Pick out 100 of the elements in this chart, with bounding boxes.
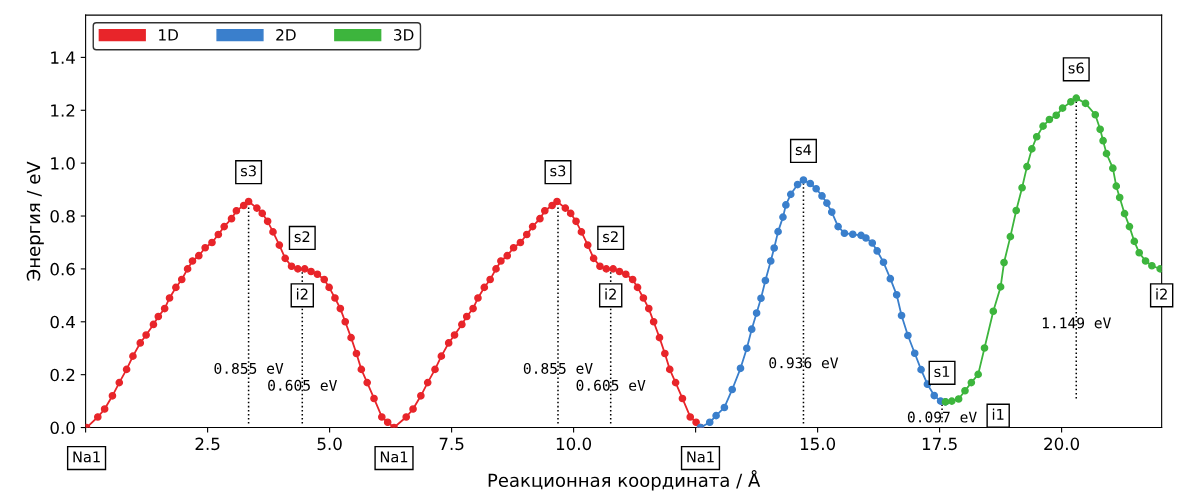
point (1072, 94, 1081, 102)
annotation: i2 (1156, 288, 1167, 300)
x-tick-label: 10.0 (556, 437, 592, 451)
point (868, 239, 877, 247)
x-axis-title: Реакционная координата / Å (488, 470, 761, 491)
point (1099, 136, 1107, 145)
point (1006, 232, 1015, 241)
point (1000, 258, 1008, 267)
point (1032, 132, 1041, 141)
point (840, 229, 849, 238)
point (1058, 104, 1067, 112)
annotation: s2 (294, 231, 310, 243)
x-tick-label: 17.5 (922, 437, 957, 451)
annotation: s3 (240, 165, 256, 177)
annotation: Na1 (687, 451, 714, 463)
y-tick-label: 1.0 (51, 157, 75, 170)
x-tick-label: 5.0 (317, 437, 342, 451)
y-tick-label: 0.8 (50, 209, 75, 223)
annotation: i2 (605, 288, 616, 300)
annotation: s6 (1068, 62, 1084, 74)
annotation: i1 (992, 408, 1004, 420)
point (996, 283, 1005, 291)
point (705, 418, 714, 427)
y-tick-label: 0.0 (50, 421, 75, 435)
point (892, 291, 901, 299)
point (917, 365, 925, 374)
point (1018, 183, 1026, 192)
x-tick-label: 7.5 (439, 437, 464, 451)
annotation: s2 (603, 231, 618, 243)
legend-label: 2D (276, 29, 296, 41)
annotation: 0.855 eV (523, 362, 593, 374)
point (806, 179, 815, 188)
annotation: 1.149 eV (1042, 317, 1111, 329)
legend-label: 1D (159, 29, 178, 41)
point (743, 344, 751, 353)
annotation: 0.605 eV (268, 379, 337, 391)
point (974, 370, 982, 379)
point (873, 247, 881, 255)
point (1052, 111, 1061, 120)
point (1115, 193, 1124, 202)
y-axis-title: Энергия / eV (26, 161, 44, 281)
point (782, 201, 790, 209)
point (736, 364, 745, 373)
point (712, 411, 720, 420)
point (886, 274, 895, 283)
point (728, 385, 737, 394)
point (761, 276, 770, 285)
point (766, 257, 775, 265)
point (818, 192, 826, 200)
y-tick-label: 0.6 (50, 262, 75, 276)
point (1012, 206, 1021, 215)
annotation: i2 (296, 288, 308, 300)
point (879, 258, 888, 267)
point (961, 386, 969, 395)
point (1120, 209, 1129, 218)
annotation: s4 (795, 144, 812, 156)
annotation: 0.855 eV (214, 362, 284, 374)
point (904, 331, 912, 340)
y-tick-label: 1.2 (51, 104, 75, 117)
point (980, 344, 989, 352)
point (1096, 125, 1104, 134)
point (954, 395, 963, 403)
y-tick-label: 1.4 (51, 51, 75, 64)
point (774, 227, 782, 236)
point (1148, 261, 1156, 270)
point (1102, 149, 1111, 158)
point (1130, 237, 1139, 246)
point (752, 309, 761, 317)
point (1091, 110, 1100, 119)
point (930, 391, 939, 400)
annotation: Na1 (73, 451, 100, 463)
point (812, 184, 820, 193)
annotation: Na1 (380, 451, 408, 463)
annotation: 0.097 eV (907, 411, 977, 423)
point (747, 325, 756, 334)
point (1039, 122, 1047, 130)
point (1112, 182, 1121, 190)
point (799, 176, 808, 184)
point (779, 213, 787, 221)
x-tick-label: 20.0 (1044, 437, 1080, 451)
point (1081, 99, 1090, 108)
x-tick-label: 2.5 (195, 437, 220, 451)
y-tick-label: 0.2 (50, 368, 75, 382)
point (834, 222, 842, 231)
point (770, 244, 778, 252)
x-tick-label: 15.0 (800, 437, 836, 451)
point (793, 180, 802, 189)
point (786, 190, 795, 199)
point (1135, 248, 1144, 257)
point (720, 403, 729, 412)
legend-label: 3D (394, 29, 414, 41)
point (1045, 115, 1054, 124)
y-tick-label: 0.4 (50, 315, 75, 329)
point (862, 234, 870, 242)
point (1125, 222, 1134, 231)
point (827, 208, 836, 216)
annotation: s1 (934, 366, 950, 378)
annotation: 0.936 eV (769, 357, 839, 369)
point (910, 349, 919, 358)
annotation: 0.605 eV (576, 379, 646, 391)
